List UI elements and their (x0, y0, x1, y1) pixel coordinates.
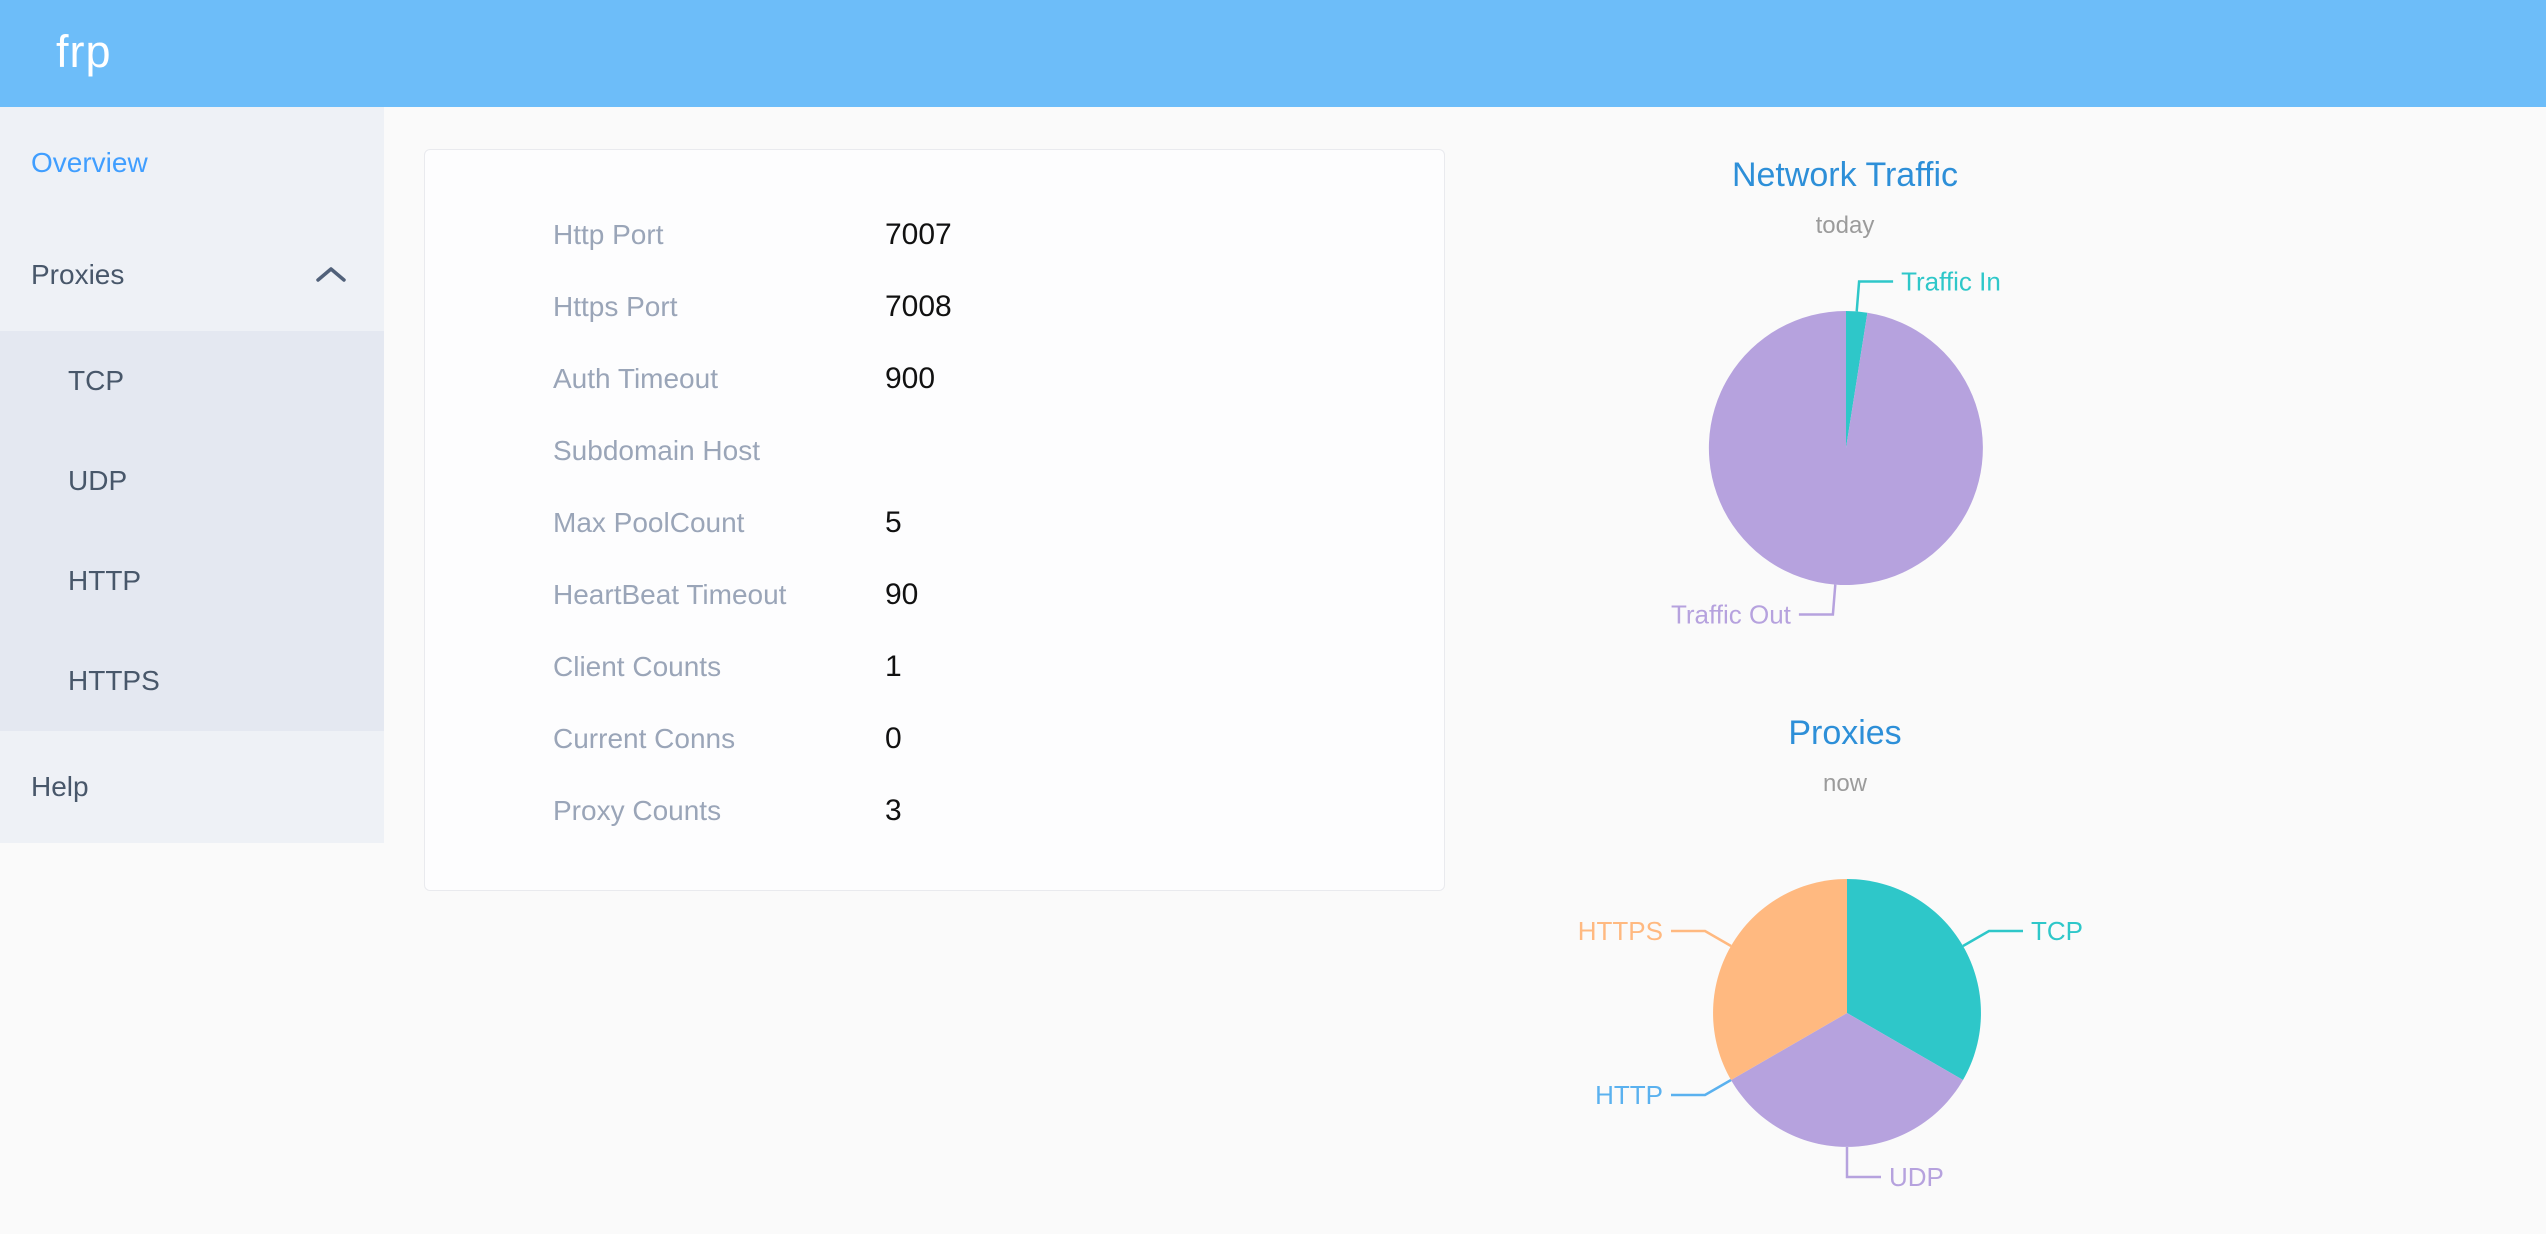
pie-slice-udp[interactable] (1731, 1013, 1963, 1147)
info-row: Subdomain Host (425, 415, 1444, 487)
info-row: Http Port 7007 (425, 199, 1444, 271)
pie-slice-https[interactable] (1713, 879, 1847, 1080)
network-traffic-pie-chart: Traffic In Traffic Out (1671, 267, 2001, 630)
info-row-label: Client Counts (553, 651, 722, 682)
info-row-value: 90 (885, 578, 919, 611)
sidebar-item-label: UDP (68, 465, 128, 496)
pie-label-line-http (1671, 1078, 1732, 1097)
info-row-value: 1 (885, 650, 902, 683)
info-row-value: 0 (885, 722, 902, 755)
pie-label-line-traffic-out (1798, 584, 1837, 616)
server-config-card: Http Port 7007 Https Port 7008 Auth Timeout 9… (424, 149, 1445, 891)
pie-slice-traffic-out[interactable] (1708, 310, 1983, 585)
info-row-value: 7008 (885, 290, 952, 323)
info-row-value: 5 (885, 506, 902, 539)
sidebar-item-label: HTTP (68, 565, 142, 596)
sidebar-item-https[interactable]: HTTPS (0, 631, 384, 731)
info-row-label: Auth Timeout (553, 363, 718, 394)
pie-label-http: HTTP (1595, 1080, 1663, 1110)
info-row-value: 7007 (885, 218, 952, 251)
sidebar-item-label: HTTPS (68, 665, 160, 696)
sidebar-item-proxies[interactable]: Proxies (0, 219, 384, 331)
app-header: frp (0, 0, 2546, 107)
pie-label-udp: UDP (1889, 1162, 1944, 1192)
info-row: Auth Timeout 900 (425, 343, 1444, 415)
info-row: Client Counts 1 (425, 631, 1444, 703)
info-row-label: Https Port (553, 291, 678, 322)
sidebar-item-tcp[interactable]: TCP (0, 331, 384, 431)
info-row: Https Port 7008 (425, 271, 1444, 343)
sidebar: Overview Proxies TCP UDP HTTP HTTPS Help (0, 107, 384, 843)
pie-label-traffic-in: Traffic In (1901, 267, 2001, 297)
sidebar-submenu-proxies: TCP UDP HTTP HTTPS (0, 331, 384, 731)
pie-label-line-traffic-in (1855, 280, 1894, 312)
sidebar-item-label: Overview (31, 147, 148, 178)
sidebar-item-http[interactable]: HTTP (0, 531, 384, 631)
sidebar-item-help[interactable]: Help (0, 731, 384, 843)
info-row: Current Conns 0 (425, 703, 1444, 775)
chevron-up-icon (314, 264, 348, 286)
pie-label-traffic-out: Traffic Out (1671, 600, 1792, 630)
proxies-pie-chart: TCP UDP HTTP HTTPS (1578, 879, 2083, 1192)
info-row-label: Http Port (553, 219, 664, 250)
sidebar-item-label: Proxies (31, 259, 125, 290)
sidebar-item-label: Help (31, 771, 89, 802)
pie-label-line-udp (1845, 1147, 1881, 1179)
info-row-value: 900 (885, 362, 936, 395)
info-row-value: 3 (885, 794, 902, 827)
info-row-label: HeartBeat Timeout (553, 579, 787, 610)
pie-slice-traffic-in[interactable] (1846, 311, 1868, 448)
info-row-label: Subdomain Host (553, 435, 761, 466)
proxies-chart-subtitle: now (1822, 770, 1868, 797)
network-traffic-chart-title: Network Traffic (1731, 156, 1959, 194)
sidebar-item-overview[interactable]: Overview (0, 107, 384, 219)
info-row-label: Proxy Counts (553, 795, 722, 826)
info-row: Max PoolCount 5 (425, 487, 1444, 559)
proxies-chart-title: Proxies (1788, 714, 1902, 752)
sidebar-item-label: TCP (68, 365, 124, 396)
app-logo: frp (56, 25, 112, 77)
info-row: HeartBeat Timeout 90 (425, 559, 1444, 631)
pie-label-line-https (1671, 929, 1732, 948)
server-config-rows: Http Port 7007 Https Port 7008 Auth Timeout 9… (425, 199, 1444, 847)
pie-label-line-tcp (1962, 929, 2023, 948)
info-row-label: Max PoolCount (553, 507, 745, 538)
info-row-label: Current Conns (553, 723, 736, 754)
network-traffic-chart-subtitle: today (1815, 212, 1875, 239)
pie-slice-tcp[interactable] (1847, 879, 1981, 1080)
pie-label-tcp: TCP (2031, 916, 2083, 946)
info-row: Proxy Counts 3 (425, 775, 1444, 847)
sidebar-item-udp[interactable]: UDP (0, 431, 384, 531)
pie-label-https: HTTPS (1578, 916, 1663, 946)
